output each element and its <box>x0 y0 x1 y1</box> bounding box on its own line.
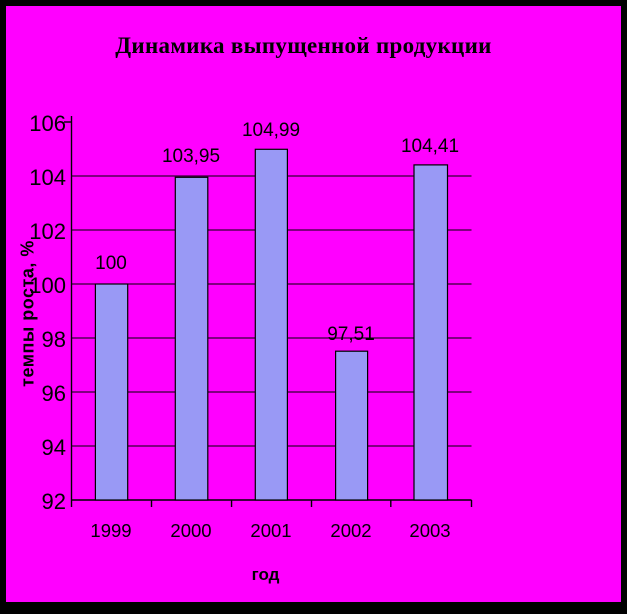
svg-text:100: 100 <box>29 273 66 298</box>
svg-text:100: 100 <box>95 253 127 274</box>
svg-text:106: 106 <box>29 111 66 136</box>
svg-text:102: 102 <box>29 219 66 244</box>
svg-text:92: 92 <box>42 489 66 514</box>
svg-text:94: 94 <box>42 435 66 460</box>
svg-text:2002: 2002 <box>330 520 371 541</box>
svg-text:96: 96 <box>42 381 66 406</box>
svg-text:98: 98 <box>42 327 66 352</box>
svg-text:1999: 1999 <box>90 520 131 541</box>
svg-text:2000: 2000 <box>170 520 211 541</box>
svg-text:2003: 2003 <box>409 520 450 541</box>
svg-text:104,99: 104,99 <box>242 120 300 141</box>
svg-text:97,51: 97,51 <box>327 324 375 345</box>
svg-text:104: 104 <box>29 165 66 190</box>
svg-text:2001: 2001 <box>250 520 291 541</box>
svg-text:104,41: 104,41 <box>401 136 459 157</box>
svg-text:103,95: 103,95 <box>162 146 220 167</box>
